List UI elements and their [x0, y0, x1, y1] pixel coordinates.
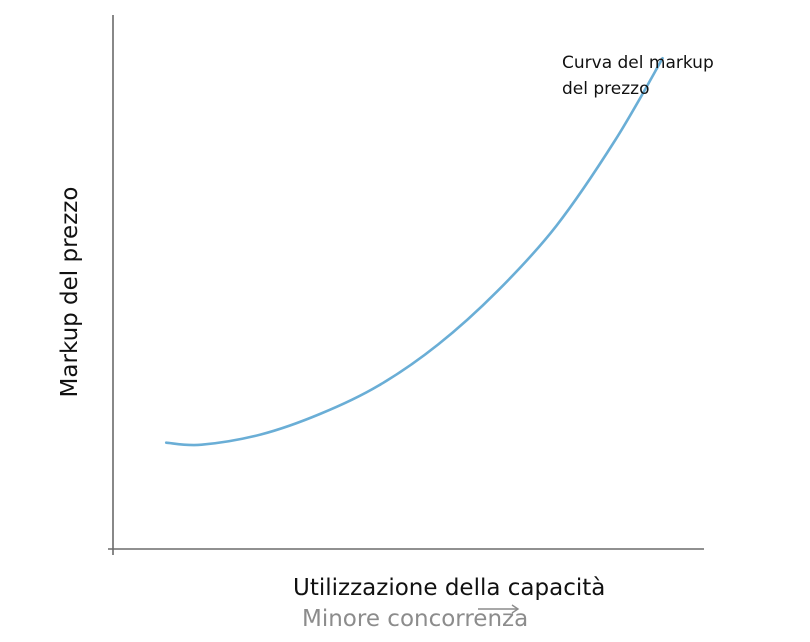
sublabel-arrow-head-icon [511, 604, 520, 614]
x-axis-sublabel: Minore concorrenza [302, 606, 528, 632]
curve-annotation-line-2: del prezzo [562, 79, 650, 99]
markup-curve [164, 56, 664, 447]
y-axis-label: Markup del prezzo [57, 187, 83, 398]
curve-annotation-line-1: Curva del markup [562, 53, 714, 73]
x-axis-label: Utilizzazione della capacità [293, 575, 605, 601]
